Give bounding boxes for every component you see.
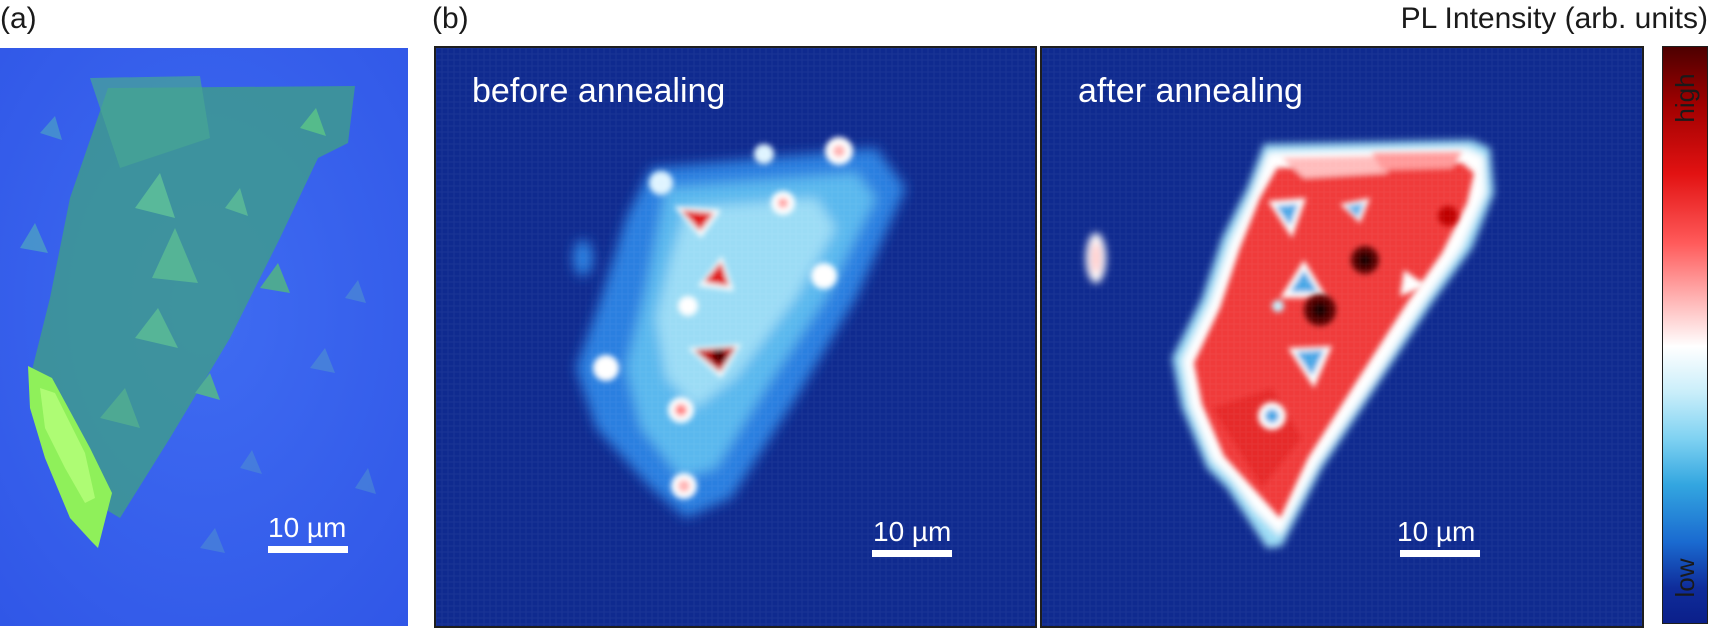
colorbar-title: PL Intensity (arb. units) [1400, 2, 1708, 35]
pl-map-before-annealing: before annealing 10 µm [434, 46, 1037, 628]
colorbar-high-label: high [1670, 73, 1700, 123]
pl-intensity-colorbar: high low [1662, 46, 1708, 624]
after-scale-bar-label: 10 µm [1397, 516, 1476, 547]
pl-map-after-annealing: after annealing 10 µm [1040, 46, 1644, 628]
panel-a-label: (a) [0, 2, 37, 35]
optical-micrograph-image [0, 48, 408, 626]
before-scale-bar-label: 10 µm [873, 516, 952, 547]
after-annealing-title: after annealing [1078, 72, 1303, 110]
optical-micrograph: 10 µm [0, 48, 408, 626]
optical-scale-bar-label: 10 µm [268, 512, 347, 543]
after-scale-bar [1400, 550, 1480, 557]
colorbar-low-label: low [1670, 558, 1700, 598]
panel-b-label: (b) [432, 2, 469, 35]
before-scale-bar [872, 550, 952, 557]
optical-scale-bar [268, 546, 348, 553]
pl-map-before-image [436, 48, 1035, 626]
pl-map-after-image [1042, 48, 1642, 626]
before-annealing-title: before annealing [472, 72, 726, 110]
